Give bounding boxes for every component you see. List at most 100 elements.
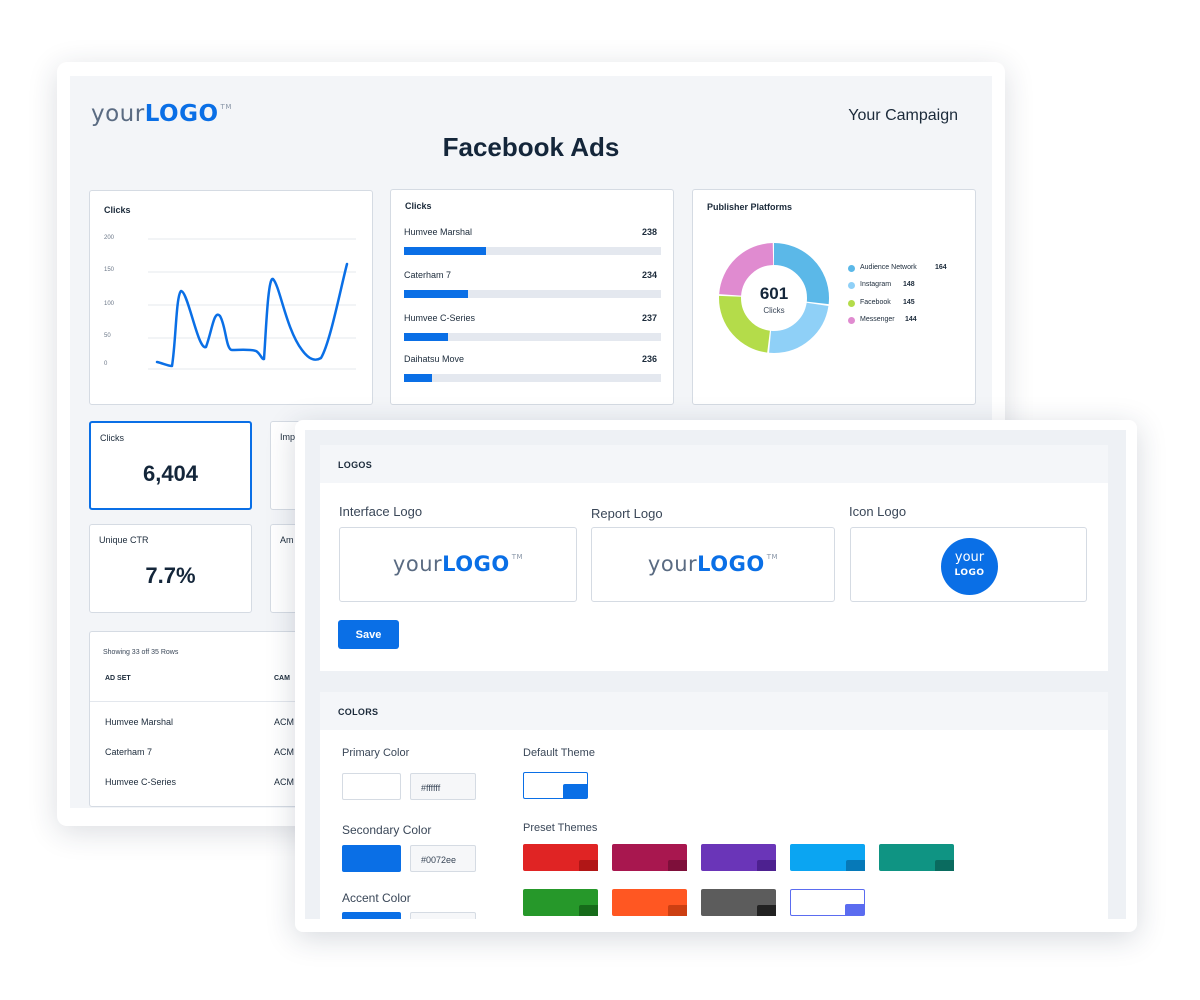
preset-theme-swatch[interactable] [701,844,776,871]
bar-fill [404,290,469,298]
icon-logo-label: Icon Logo [849,504,907,519]
y-tick: 50 [104,333,111,339]
section-title: COLORS [338,707,379,717]
preset-themes-label: Preset Themes [523,822,598,834]
theme-accent-corner [579,905,598,916]
section-title: LOGOS [338,460,373,470]
logos-section: LOGOS Interface Logo Report Logo Icon Lo… [320,445,1108,671]
bar-value: 234 [641,270,657,280]
column-header-campaign[interactable]: CAM [274,675,290,682]
icon-logo-upload[interactable]: your LOGO [850,527,1087,602]
bar-value: 238 [641,227,657,237]
primary-color-label: Primary Color [342,747,410,759]
donut-total-label: Clicks [763,306,785,315]
bar-label: Humvee Marshal [404,227,473,237]
colors-section: COLORS Primary Color #ffffff Secondary C… [320,692,1108,919]
kpi-label: Unique CTR [99,535,149,545]
section-header: LOGOS [320,445,1108,483]
preset-theme-swatch[interactable] [879,844,954,871]
theme-accent-corner [563,784,587,798]
settings-canvas: LOGOS Interface Logo Report Logo Icon Lo… [305,430,1126,919]
donut-segment [719,243,829,353]
kpi-label: Clicks [100,433,124,443]
bar-fill [404,333,448,341]
publisher-platforms-donut: Publisher Platforms 601 Clicks Audience … [692,189,976,405]
bar-label: Daihatsu Move [404,354,465,364]
table-row-count: Showing 33 off 35 Rows [103,649,179,656]
legend-value: 148 [903,281,915,288]
interface-logo-label: Interface Logo [339,504,423,519]
legend-dot [848,317,855,324]
accent-color-label: Accent Color [342,891,411,905]
table-cell: ACM [274,777,294,787]
accent-color-swatch[interactable] [342,912,401,919]
kpi-label: Imp [280,432,296,442]
table-divider [90,701,320,702]
table-cell: Humvee Marshal [105,717,174,727]
theme-accent-corner [845,904,864,915]
legend-dot [848,282,855,289]
table-cell: Caterham 7 [105,747,153,757]
line-chart-plot [148,238,356,370]
y-tick: 150 [104,267,115,273]
legend-label: Messenger [860,316,895,323]
preset-theme-swatch[interactable] [790,889,865,916]
preset-theme-swatch[interactable] [612,889,687,916]
accent-color-input[interactable] [410,912,476,919]
kpi-clicks[interactable]: Clicks 6,404 [89,421,252,510]
preset-theme-swatch[interactable] [612,844,687,871]
default-theme-swatch[interactable] [523,772,588,799]
primary-color-input[interactable]: #ffffff [410,773,476,800]
kpi-value: 6,404 [142,461,199,486]
branding-settings-card: LOGOS Interface Logo Report Logo Icon Lo… [295,420,1137,932]
bar-fill [404,247,487,255]
chart-title: Clicks [104,205,131,215]
table-cell: ACM [274,717,294,727]
bar-track [404,333,661,341]
legend-label: Facebook [860,299,891,306]
legend-value: 164 [935,264,947,271]
table-cell: Humvee C-Series [105,777,177,787]
report-title: Facebook Ads [442,132,620,162]
donut-total: 601 [759,284,789,303]
donut-segment [719,243,829,353]
interface-logo-upload[interactable]: yourLOGO TM [339,527,577,602]
kpi-label: Am [280,535,294,545]
secondary-color-swatch[interactable] [342,845,401,872]
chart-title: Publisher Platforms [707,202,793,212]
preset-theme-swatch[interactable] [701,889,776,916]
donut-chart [719,243,829,353]
column-header-ad-set[interactable]: AD SET [105,675,131,682]
clicks-bar-list: Clicks Humvee Marshal 238 Caterham 7 234… [390,189,674,405]
secondary-color-label: Secondary Color [342,823,432,837]
default-theme-label: Default Theme [523,747,595,759]
table-cell: ACM [274,747,294,757]
theme-accent-corner [757,860,776,871]
bar-track [404,247,661,255]
y-tick: 100 [104,301,115,307]
preset-theme-swatch[interactable] [790,844,865,871]
theme-accent-corner [846,860,865,871]
kpi-value: 7.7% [145,563,196,588]
legend-value: 144 [905,316,917,323]
bar-fill [404,374,433,382]
clicks-series-line [155,262,349,368]
save-button[interactable]: Save [338,620,399,649]
bar-track [404,374,661,382]
legend-value: 145 [903,299,915,306]
theme-accent-corner [757,905,776,916]
primary-color-swatch[interactable] [342,773,401,800]
theme-accent-corner [579,860,598,871]
section-header: COLORS [320,692,1108,730]
report-logo-upload[interactable]: yourLOGO TM [591,527,835,602]
theme-accent-corner [668,905,687,916]
preset-theme-swatch[interactable] [523,844,598,871]
report-logo-image: yourLOGO TM [647,552,779,576]
preset-theme-swatch[interactable] [523,889,598,916]
bar-value: 237 [641,313,657,323]
report-logo-label: Report Logo [591,506,663,521]
icon-logo-image: your LOGO [941,538,998,595]
y-tick: 200 [104,235,115,241]
kpi-unique-ctr[interactable]: Unique CTR 7.7% [89,524,252,613]
secondary-color-input[interactable]: #0072ee [410,845,476,872]
